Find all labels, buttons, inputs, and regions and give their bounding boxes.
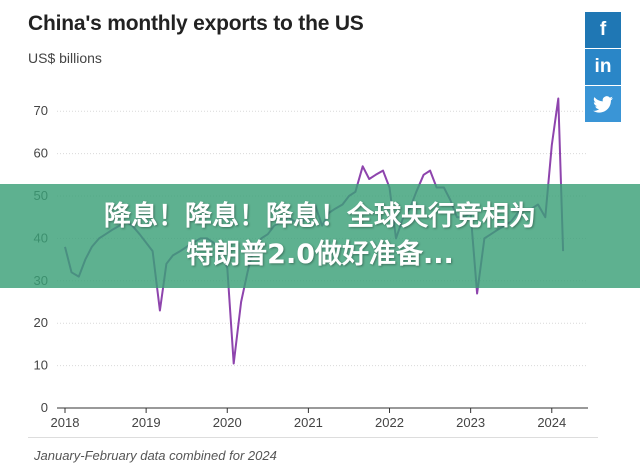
news-banner-overlay[interactable]: 降息！降息！降息！全球央行竞相为 特朗普2.0做好准备...	[0, 184, 640, 288]
y-tick-label: 20	[34, 315, 48, 330]
x-tick-label: 2023	[456, 415, 485, 430]
twitter-bird-icon	[593, 95, 613, 113]
x-tick-label: 2019	[132, 415, 161, 430]
y-tick-label: 10	[34, 358, 48, 373]
x-tick-label: 2022	[375, 415, 404, 430]
x-tick-label: 2018	[51, 415, 80, 430]
chart-footnote: January-February data combined for 2024	[34, 448, 277, 463]
chart-subtitle: US$ billions	[28, 50, 102, 66]
y-tick-label: 60	[34, 146, 48, 161]
banner-headline-line1: 降息！降息！降息！全球央行竞相为	[104, 201, 536, 232]
linkedin-share-button[interactable]: in	[585, 49, 621, 85]
linkedin-icon: in	[594, 56, 612, 77]
x-tick-label: 2020	[213, 415, 242, 430]
facebook-icon: f	[599, 19, 607, 40]
x-tick-label: 2024	[537, 415, 566, 430]
twitter-share-button[interactable]	[585, 86, 621, 122]
x-tick-label: 2021	[294, 415, 323, 430]
chart-title: China's monthly exports to the US	[28, 12, 364, 35]
banner-headline-line2: 特朗普2.0做好准备...	[186, 239, 454, 270]
y-tick-label: 70	[34, 103, 48, 118]
facebook-share-button[interactable]: f	[585, 12, 621, 48]
share-bar: f in	[585, 12, 621, 123]
footer-divider	[28, 437, 598, 438]
y-tick-label: 0	[41, 400, 48, 415]
